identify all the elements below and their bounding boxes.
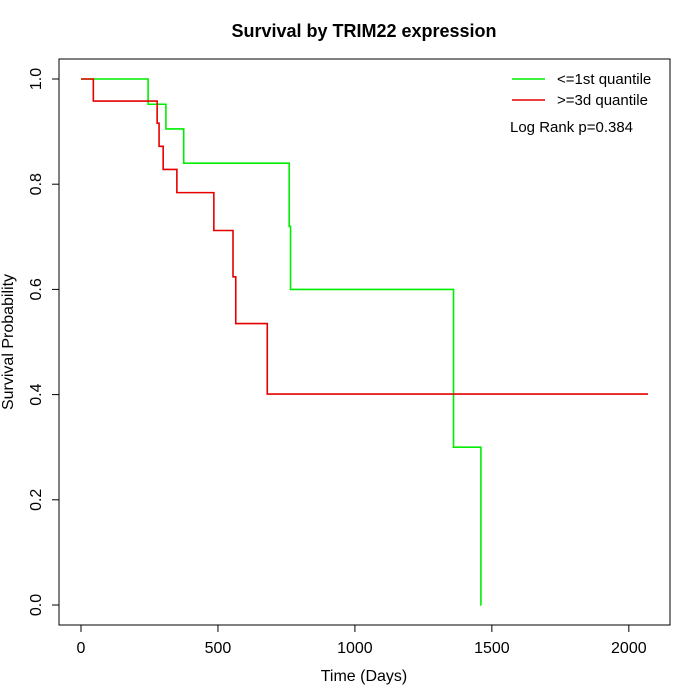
x-axis-label: Time (Days) xyxy=(321,668,408,685)
x-tick-label: 2000 xyxy=(611,640,647,657)
y-tick-label: 0.8 xyxy=(28,173,45,195)
y-tick-label: 0.6 xyxy=(28,278,45,300)
y-axis: 0.0 0.2 0.4 0.6 0.8 1.0 xyxy=(28,68,60,616)
y-axis-label: Survival Probability xyxy=(0,274,17,410)
legend: <=1st quantile >=3d quantile xyxy=(512,71,651,109)
series-line-2 xyxy=(81,78,648,395)
x-tick-label: 0 xyxy=(77,640,86,657)
y-tick-label: 0.0 xyxy=(28,594,45,616)
y-tick-label: 1.0 xyxy=(28,68,45,90)
legend-label-1: <=1st quantile xyxy=(557,71,651,88)
x-axis: 0 500 1000 1500 2000 xyxy=(77,624,647,657)
series-line-1 xyxy=(81,78,482,606)
chart-title: Survival by TRIM22 expression xyxy=(231,21,496,41)
plot-frame xyxy=(58,58,671,626)
log-rank-annotation: Log Rank p=0.384 xyxy=(510,119,633,136)
series-layer xyxy=(81,78,648,606)
y-tick-label: 0.4 xyxy=(28,383,45,405)
x-tick-label: 1500 xyxy=(474,640,510,657)
x-tick-label: 1000 xyxy=(337,640,373,657)
y-tick-label: 0.2 xyxy=(28,489,45,511)
x-tick-label: 500 xyxy=(205,640,232,657)
legend-label-2: >=3d quantile xyxy=(557,92,648,109)
